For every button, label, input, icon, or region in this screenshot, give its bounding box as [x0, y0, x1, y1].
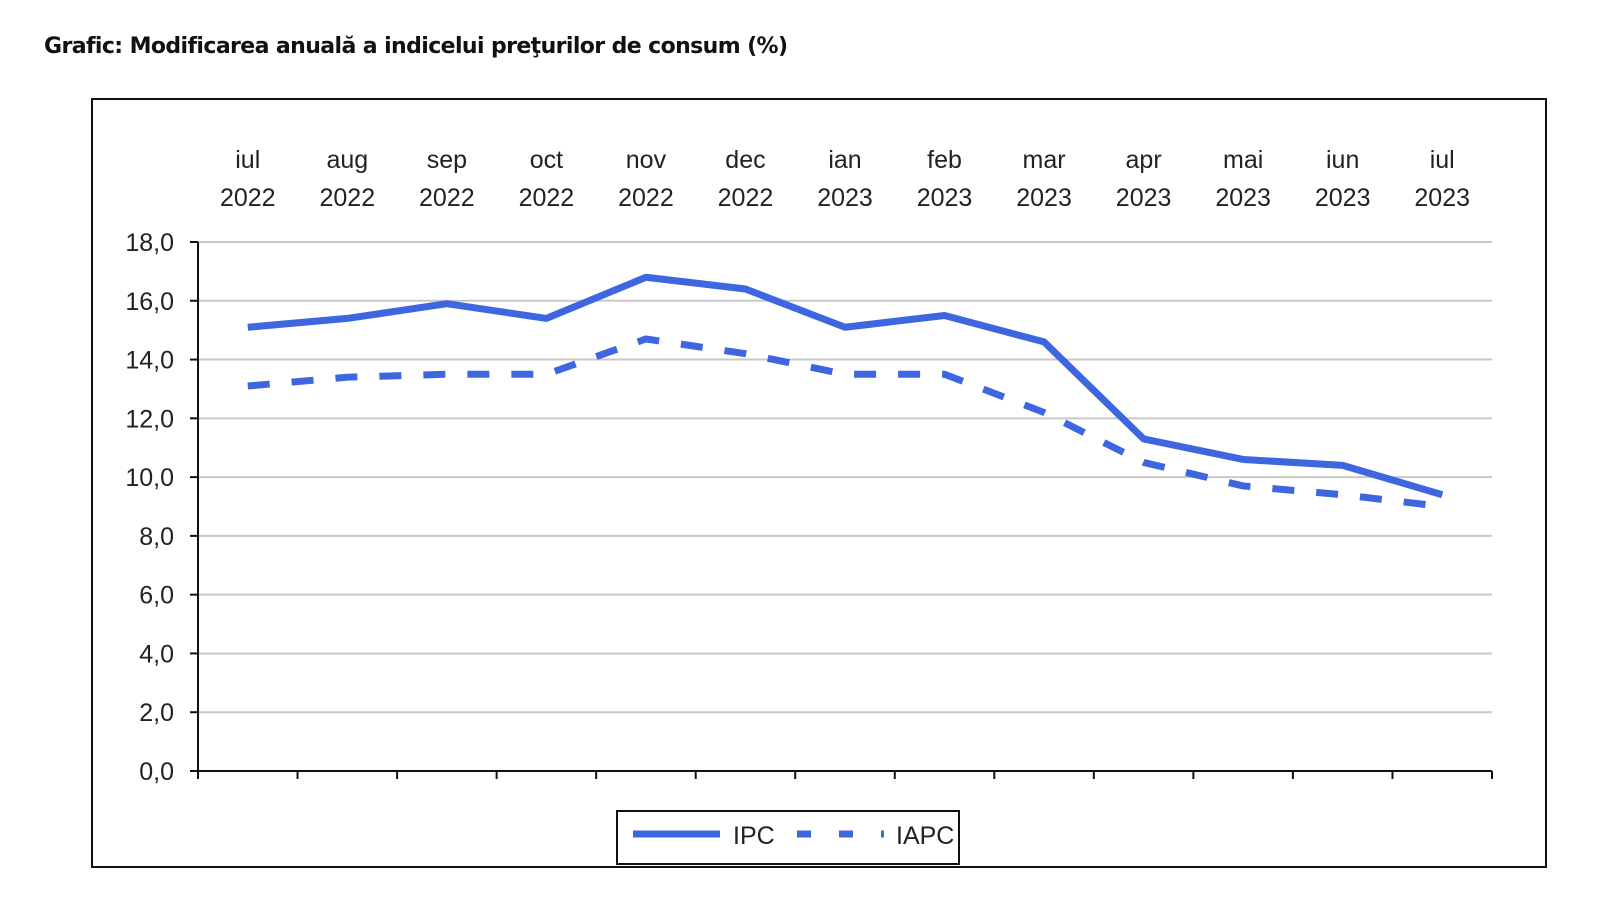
- series-line-iapc: [247, 335, 1443, 510]
- x-tick-label-year: 2022: [319, 184, 375, 212]
- legend-label-iapc: IAPC: [896, 822, 954, 850]
- x-tick-label-month: iul: [235, 146, 260, 174]
- x-tick-label-year: 2022: [718, 184, 774, 212]
- x-tick-label-month: oct: [530, 146, 563, 174]
- x-tick-label-month: ian: [828, 146, 861, 174]
- x-tick-label-year: 2022: [220, 184, 276, 212]
- x-tick-label-year: 2023: [1215, 184, 1271, 212]
- x-tick-label-month: iul: [1430, 146, 1455, 174]
- x-tick-label-year: 2023: [1016, 184, 1072, 212]
- x-tick-label-year: 2023: [1414, 184, 1470, 212]
- y-tick-label: 12,0: [125, 405, 174, 433]
- x-tick-label-year: 2022: [618, 184, 674, 212]
- x-tick-label-month: mai: [1223, 146, 1263, 174]
- x-tick-label-year: 2023: [817, 184, 873, 212]
- y-tick-label: 16,0: [125, 288, 174, 316]
- chart-frame: [91, 98, 1547, 868]
- x-tick-label-month: nov: [626, 146, 667, 174]
- y-tick-label: 0,0: [139, 758, 174, 786]
- y-tick-label: 2,0: [139, 699, 174, 727]
- y-tick-label: 6,0: [139, 582, 174, 610]
- x-tick-label-year: 2022: [519, 184, 575, 212]
- chart-title: Grafic: Modificarea anuală a indicelui p…: [44, 34, 788, 59]
- series-line-ipc: [247, 273, 1444, 499]
- legend-label-ipc: IPC: [733, 822, 775, 850]
- y-tick-label: 18,0: [125, 229, 174, 257]
- y-tick-label: 14,0: [125, 347, 174, 375]
- x-tick-label-month: iun: [1326, 146, 1359, 174]
- x-tick-label-year: 2023: [1116, 184, 1172, 212]
- y-axis: 0,0 2,0 4,0 6,0 8,0 10,0 12,0 14,0 16,0 18,0: [125, 229, 199, 786]
- y-tick-label: 4,0: [139, 640, 174, 668]
- x-tick-label-year: 2022: [419, 184, 475, 212]
- x-tick-labels: iul 2022 aug 2022 sep 2022 oct 2022 nov 2022 dec 20…: [220, 146, 1470, 212]
- x-tick-label-month: feb: [927, 146, 962, 174]
- x-tick-label-month: dec: [725, 146, 765, 174]
- x-tick-label-year: 2023: [1315, 184, 1371, 212]
- gridlines: [198, 241, 1492, 714]
- x-tick-label-month: aug: [326, 146, 368, 174]
- x-tick-label-month: apr: [1126, 146, 1162, 174]
- x-tick-label-month: mar: [1023, 146, 1066, 174]
- x-axis: [197, 770, 1493, 779]
- y-tick-label: 8,0: [139, 523, 174, 551]
- legend: IPC IAPC: [616, 810, 960, 865]
- x-tick-label-month: sep: [427, 146, 467, 174]
- y-tick-label: 10,0: [125, 464, 174, 492]
- x-tick-label-year: 2023: [917, 184, 973, 212]
- series-lines: [247, 273, 1444, 510]
